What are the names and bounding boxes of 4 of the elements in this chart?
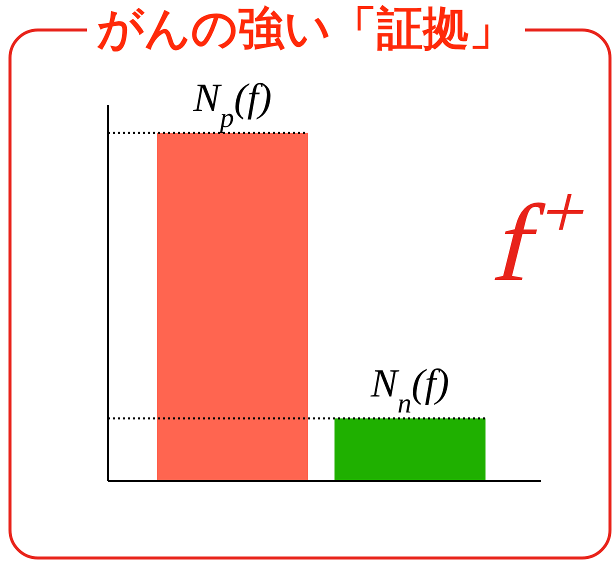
annotation: f$^{+}$ (484, 168, 598, 305)
chart-title: がんの強い「証拠」 (87, 1, 525, 55)
annotation: N$_{n}$(f) (370, 360, 450, 419)
annotation: N$_{p}$(f) (192, 74, 272, 134)
